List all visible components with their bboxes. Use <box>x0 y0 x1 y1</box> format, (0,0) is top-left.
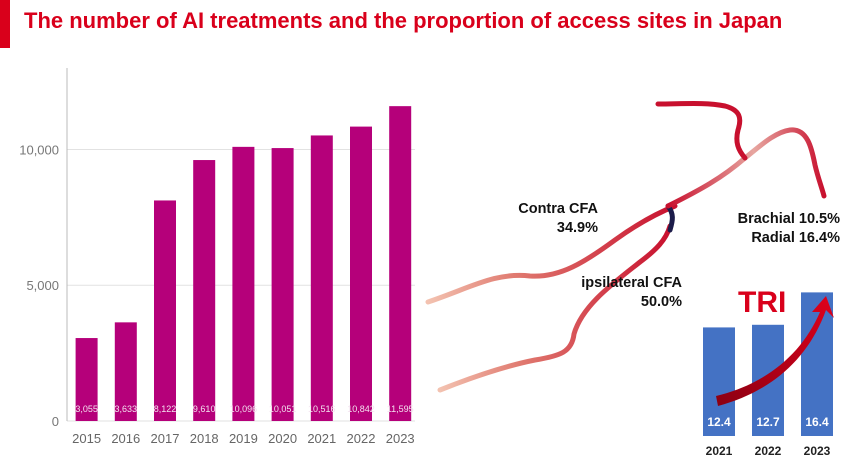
tri-x-tick-label: 2021 <box>706 444 733 458</box>
bar-value-label: 10,096 <box>230 404 258 414</box>
tri-title: TRI <box>738 286 786 320</box>
bar <box>272 148 294 421</box>
subclavian-vessel <box>658 104 745 159</box>
bar <box>232 147 254 421</box>
y-tick-label: 10,000 <box>19 142 59 157</box>
x-tick-label: 2019 <box>229 431 258 446</box>
x-tick-label: 2015 <box>72 431 101 446</box>
x-tick-label: 2020 <box>268 431 297 446</box>
tri-value-labels: 12.4 12.7 16.4 <box>707 415 829 429</box>
tri-x-tick-label: 2023 <box>804 444 831 458</box>
tri-x-tick-label: 2022 <box>755 444 782 458</box>
x-tick-label: 2023 <box>386 431 415 446</box>
bar-value-labels: 3,055 3,633 8,122 9,610 10,096 10,051 10,516 10… <box>75 404 413 414</box>
y-tick-label: 5,000 <box>26 278 59 293</box>
x-tick-label: 2021 <box>307 431 336 446</box>
iliac-segment <box>668 206 672 230</box>
ipsilateral-cfa-name: ipsilateral CFA <box>581 274 682 293</box>
tri-value-label: 12.4 <box>707 415 731 429</box>
bar-value-label: 11,595 <box>387 404 414 414</box>
brachial-radial-vessel <box>668 130 824 206</box>
contra-cfa-name: Contra CFA <box>518 200 598 219</box>
bar-value-label: 10,516 <box>308 404 336 414</box>
ipsilateral-cfa-label: ipsilateral CFA 50.0% <box>581 274 682 312</box>
brachial-radial-label: Brachial 10.5% Radial 16.4% <box>738 210 840 248</box>
bar-value-label: 8,122 <box>154 404 177 414</box>
bar <box>311 135 333 421</box>
figure-canvas: 0 5,000 10,000 3,055 3,633 8,122 9,610 10,096 1… <box>0 0 846 462</box>
bar <box>389 106 411 421</box>
contra-cfa-pct: 34.9% <box>518 219 598 238</box>
bar-value-label: 3,633 <box>115 404 138 414</box>
y-tick-label: 0 <box>52 414 59 429</box>
x-tick-label: 2016 <box>111 431 140 446</box>
tri-value-label: 16.4 <box>805 415 829 429</box>
bar <box>193 160 215 421</box>
ipsilateral-cfa-pct: 50.0% <box>581 293 682 312</box>
brachial-pct: Brachial 10.5% <box>738 210 840 229</box>
treatments-bar-chart: 0 5,000 10,000 3,055 3,633 8,122 9,610 10,096 1… <box>19 68 415 446</box>
bar-value-label: 3,055 <box>75 404 98 414</box>
x-tick-label: 2018 <box>190 431 219 446</box>
bars <box>76 106 412 421</box>
x-tick-labels: 2015 2016 2017 2018 2019 2020 2021 2022 2023 <box>72 431 415 446</box>
y-tick-labels: 0 5,000 10,000 <box>19 142 59 429</box>
bar-value-label: 10,051 <box>269 404 297 414</box>
bar-value-label: 9,610 <box>193 404 216 414</box>
bar-value-label: 10,842 <box>347 404 375 414</box>
bar <box>350 127 372 421</box>
bar <box>154 200 176 421</box>
x-tick-label: 2022 <box>347 431 376 446</box>
tri-value-label: 12.7 <box>756 415 780 429</box>
tri-x-tick-labels: 2021 2022 2023 <box>706 444 831 458</box>
contra-cfa-label: Contra CFA 34.9% <box>518 200 598 238</box>
x-tick-label: 2017 <box>151 431 180 446</box>
radial-pct: Radial 16.4% <box>738 229 840 248</box>
